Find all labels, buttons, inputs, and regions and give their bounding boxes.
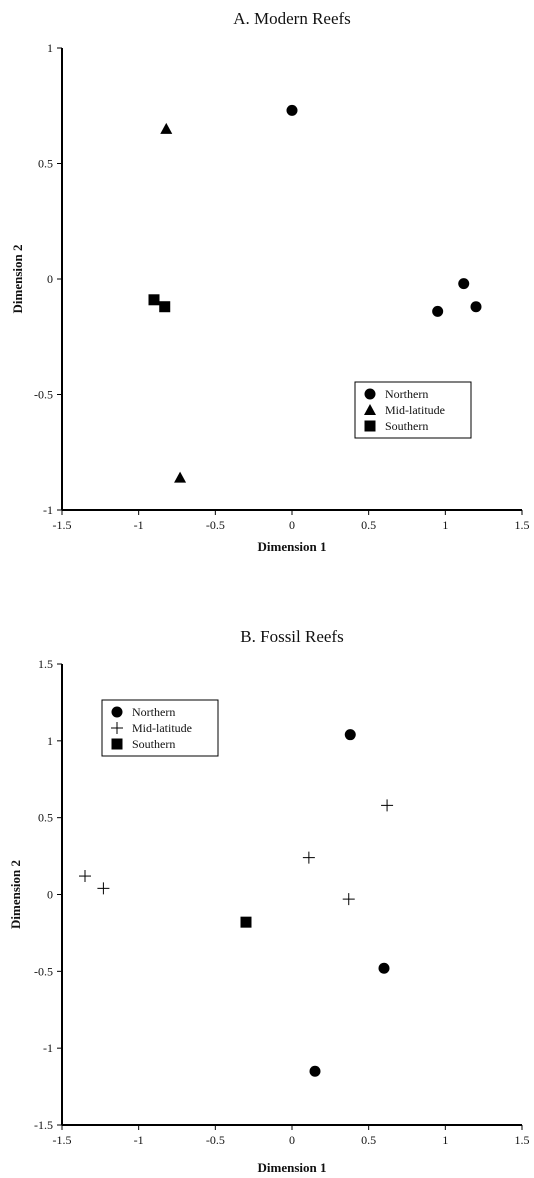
chart-title: B. Fossil Reefs <box>240 627 343 646</box>
chart-panel-a: A. Modern Reefs-1.5 -1 -0.5 0 0.5 1 1.5-1-0.50… <box>10 9 530 554</box>
data-point <box>470 301 482 313</box>
x-axis-label: Dimension 1 <box>258 1160 327 1175</box>
y-tick-label: -0.5 <box>34 964 53 978</box>
legend-label: Mid-latitude <box>132 721 192 735</box>
series-southern <box>148 294 171 313</box>
data-point <box>159 301 171 313</box>
y-tick-label: 0 <box>47 272 53 286</box>
data-point <box>302 851 315 864</box>
series-mid-latitude <box>79 799 394 906</box>
legend-label: Southern <box>132 737 175 751</box>
y-tick-label: 0 <box>47 888 53 902</box>
legend: Northern Mid-latitude Southern <box>354 381 472 439</box>
legend-marker <box>364 420 376 432</box>
chart-panel-b: B. Fossil Reefs -1.5 -1 -0.5 0 0.5 1 1.5 -1.5 -1 -… <box>8 627 530 1175</box>
data-point <box>97 882 110 895</box>
x-tick-label: 1 <box>442 1133 448 1147</box>
data-point <box>381 799 394 812</box>
data-point <box>240 916 252 928</box>
x-tick-label: 0 <box>289 518 295 532</box>
y-tick-label: 1 <box>47 41 53 55</box>
data-point <box>174 471 187 483</box>
legend-marker <box>111 706 123 718</box>
y-tick-label: 0.5 <box>38 811 53 825</box>
data-point <box>342 893 355 906</box>
x-tick-label: 1.5 <box>515 518 530 532</box>
data-point <box>344 729 356 741</box>
y-axis-label: Dimension 2 <box>8 860 23 929</box>
legend-label: Northern <box>132 705 175 719</box>
y-tick-label: -1 <box>43 1041 53 1055</box>
data-point <box>432 305 444 317</box>
legend-marker <box>364 388 376 400</box>
legend-label: Northern <box>385 387 428 401</box>
y-tick-label: -1 <box>43 503 53 517</box>
x-tick-label: -1.5 <box>53 1133 72 1147</box>
legend-marker <box>111 722 123 734</box>
data-point <box>79 870 91 883</box>
x-tick-label: 0 <box>289 1133 295 1147</box>
data-point <box>378 962 390 974</box>
x-tick-label: -1 <box>134 518 144 532</box>
y-tick-label: 1.5 <box>38 657 53 671</box>
series-northern <box>309 729 390 1077</box>
series-southern <box>240 916 252 928</box>
chart-title: A. Modern Reefs <box>233 9 351 28</box>
legend-marker <box>111 738 123 750</box>
x-tick-label: -0.5 <box>206 518 225 532</box>
x-axis-label: Dimension 1 <box>258 539 327 554</box>
x-tick-label: 0.5 <box>361 518 376 532</box>
y-tick-label: 1 <box>47 734 53 748</box>
x-tick-label: -0.5 <box>206 1133 225 1147</box>
x-tick-label: -1.5 <box>53 518 72 532</box>
data-point <box>286 104 298 116</box>
legend-marker <box>364 404 376 415</box>
x-tick-label: 1 <box>442 518 448 532</box>
legend-label: Mid-latitude <box>385 403 445 417</box>
y-tick-label: -0.5 <box>34 388 53 402</box>
data-point <box>309 1065 321 1077</box>
data-point <box>160 122 173 134</box>
y-tick-label: -1.5 <box>34 1118 53 1132</box>
legend-label: Southern <box>385 419 428 433</box>
data-point <box>148 294 160 306</box>
x-tick-label: 1.5 <box>515 1133 530 1147</box>
data-point <box>458 278 470 290</box>
series-mid-latitude <box>160 122 187 483</box>
x-tick-label: 0.5 <box>361 1133 376 1147</box>
legend: Northern Mid-latitude Southern <box>101 699 219 757</box>
series-northern <box>286 104 482 317</box>
y-tick-label: 0.5 <box>38 157 53 171</box>
y-axis-label: Dimension 2 <box>10 245 25 314</box>
x-tick-label: -1 <box>134 1133 144 1147</box>
